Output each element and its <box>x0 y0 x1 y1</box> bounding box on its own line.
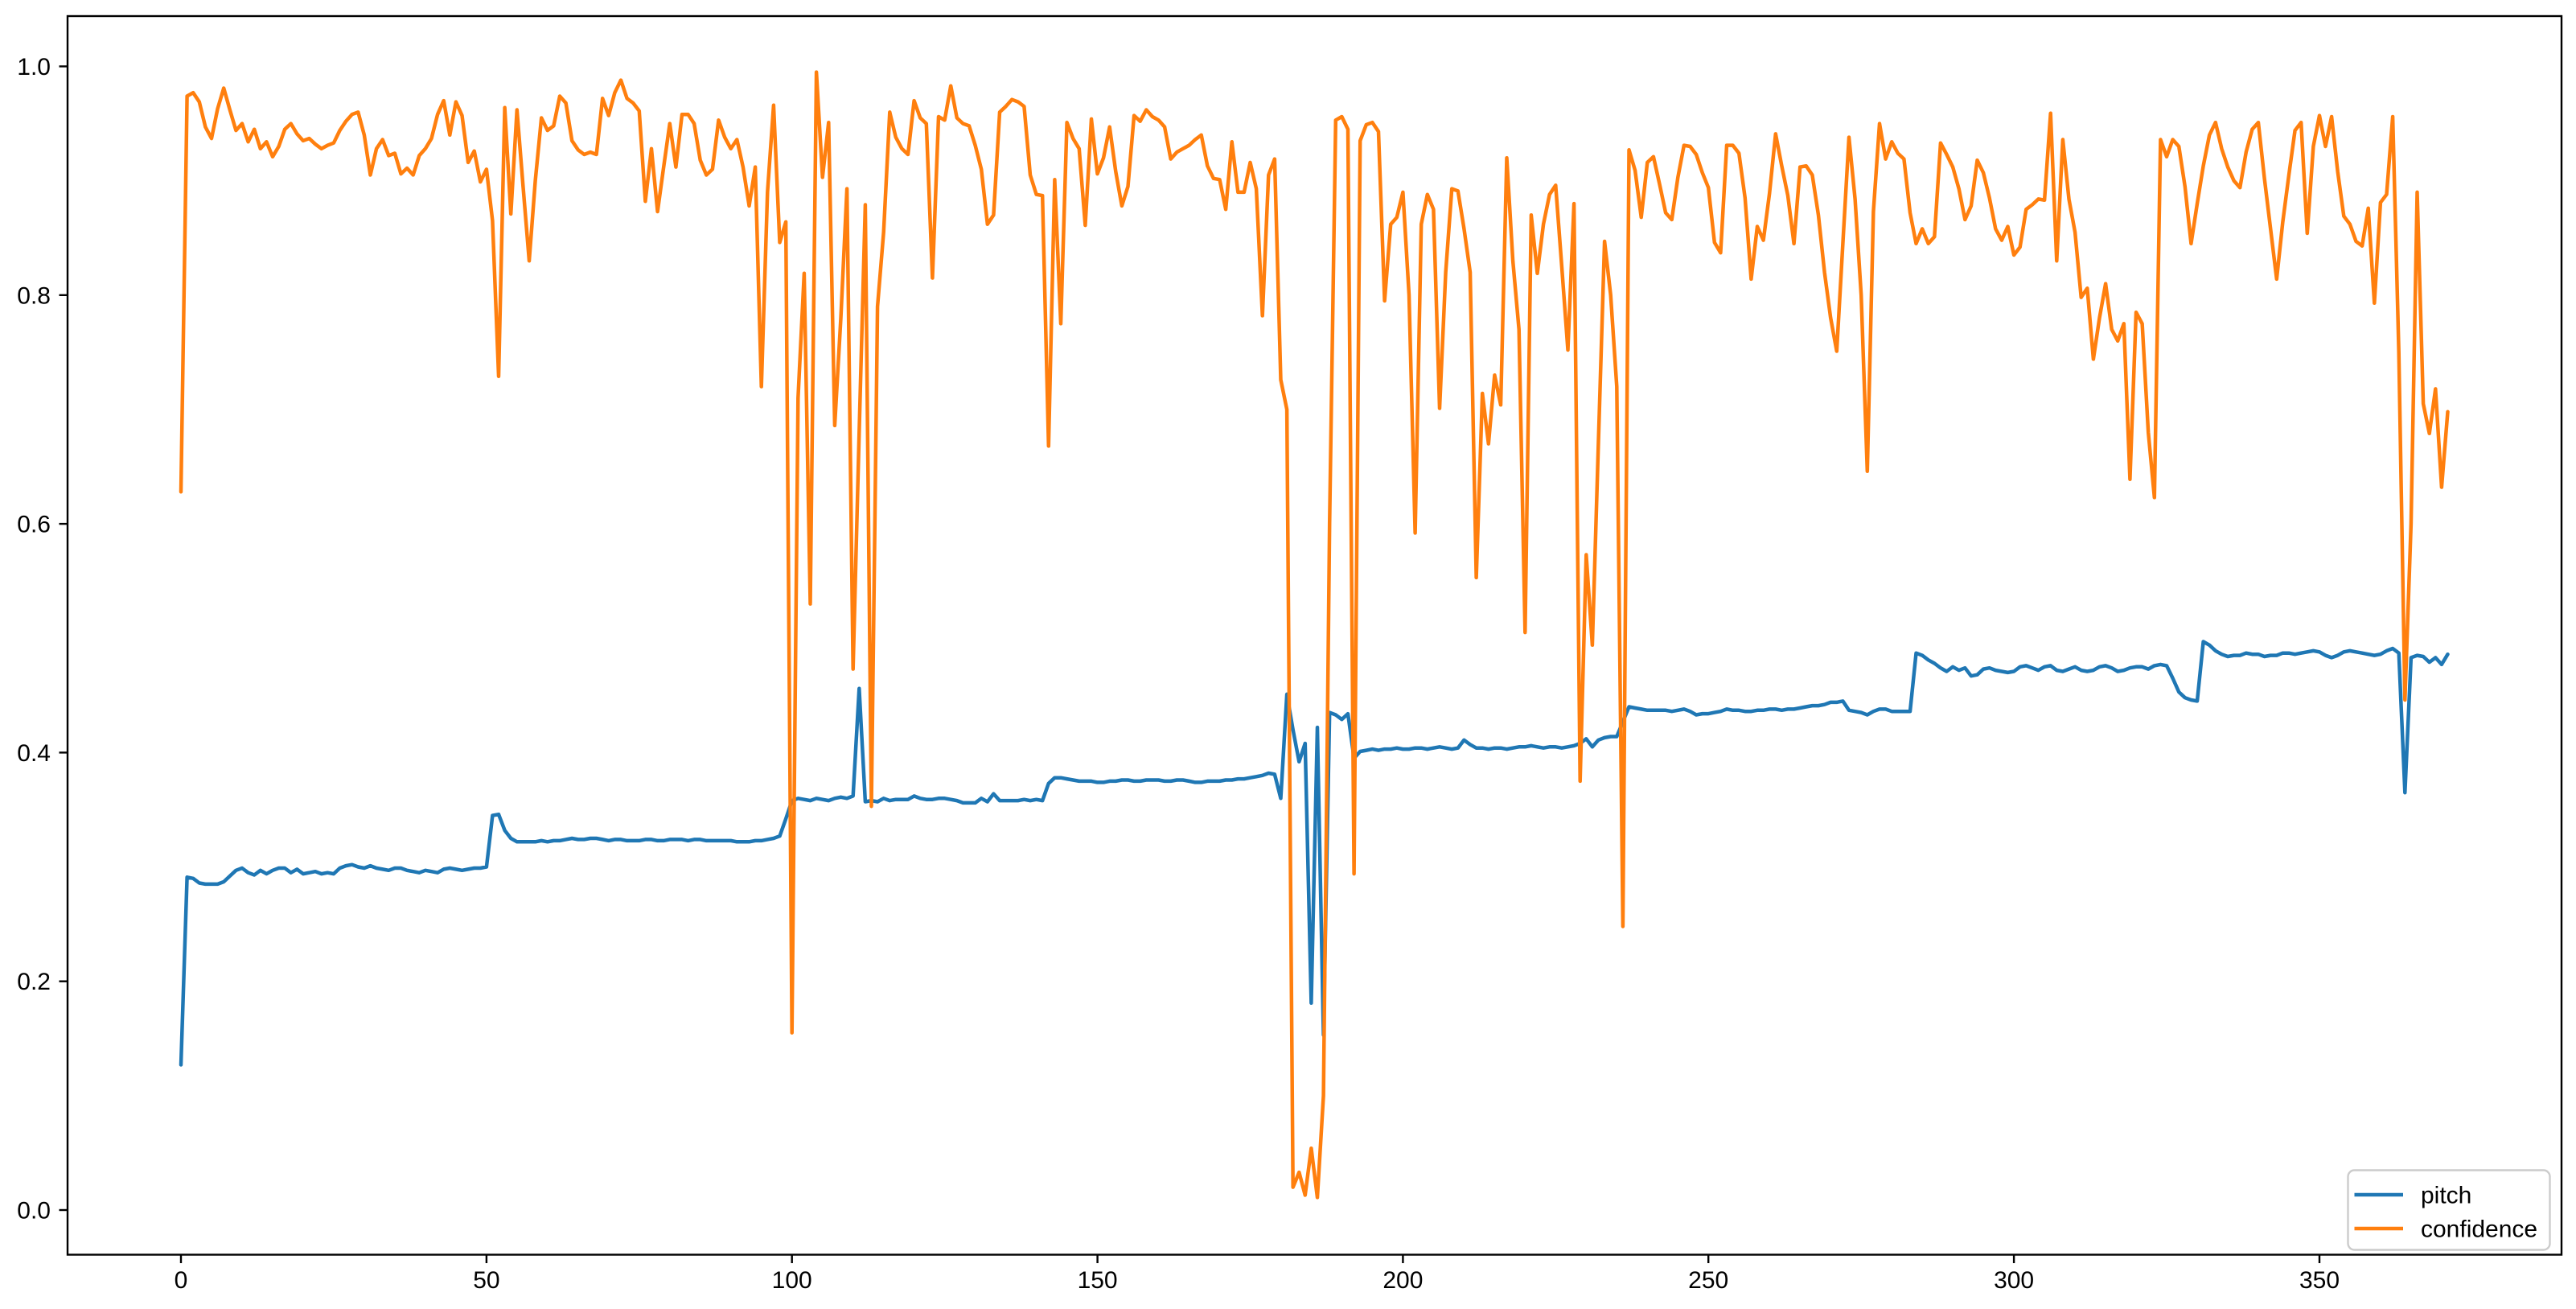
svg-text:confidence: confidence <box>2421 1216 2537 1243</box>
svg-text:0.0: 0.0 <box>17 1198 51 1225</box>
svg-text:0: 0 <box>175 1267 188 1294</box>
svg-text:350: 350 <box>2299 1267 2340 1294</box>
svg-text:150: 150 <box>1078 1267 1118 1294</box>
svg-text:pitch: pitch <box>2421 1183 2471 1209</box>
svg-text:300: 300 <box>1994 1267 2034 1294</box>
svg-text:250: 250 <box>1688 1267 1728 1294</box>
svg-text:1.0: 1.0 <box>17 54 51 80</box>
svg-text:50: 50 <box>473 1267 499 1294</box>
svg-text:100: 100 <box>772 1267 812 1294</box>
svg-text:0.4: 0.4 <box>17 740 51 767</box>
svg-text:0.6: 0.6 <box>17 512 51 538</box>
svg-text:0.8: 0.8 <box>17 282 51 309</box>
svg-text:200: 200 <box>1382 1267 1423 1294</box>
svg-text:0.2: 0.2 <box>17 969 51 995</box>
